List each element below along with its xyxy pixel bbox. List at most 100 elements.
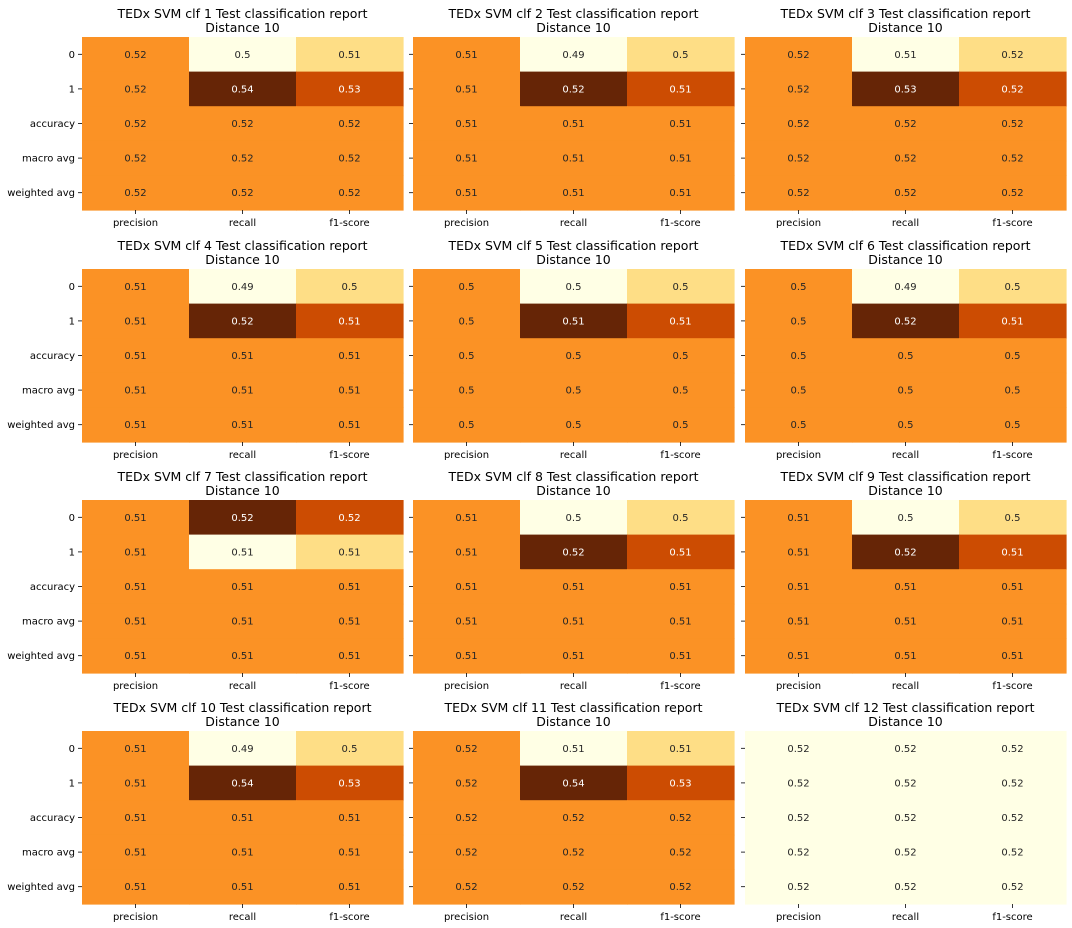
cell-value-label: 0.49 xyxy=(231,744,253,755)
cell-value-label: 0.52 xyxy=(455,848,477,859)
x-tick-label: precision xyxy=(444,450,489,461)
heatmap-cell xyxy=(959,372,1067,408)
cell-value-label: 0.52 xyxy=(338,119,360,130)
heatmap-cell xyxy=(745,638,853,674)
heatmap-cell xyxy=(296,407,404,443)
heatmap-cell xyxy=(189,338,297,374)
heatmap-cell xyxy=(296,800,404,836)
cell-value-label: 0.52 xyxy=(894,778,916,789)
cell-value-label: 0.52 xyxy=(894,547,916,558)
heatmap-cell xyxy=(520,800,628,836)
heatmap-cell xyxy=(413,638,521,674)
cell-value-label: 0.54 xyxy=(231,778,253,789)
heatmap-cell xyxy=(745,534,853,570)
heatmap-cell xyxy=(189,407,297,443)
cell-value-label: 0.52 xyxy=(562,547,584,558)
cell-value-label: 0.5 xyxy=(898,513,914,524)
heatmap-cell xyxy=(745,869,853,905)
heatmap-cell xyxy=(852,765,960,801)
cell-value-label: 0.51 xyxy=(669,547,691,558)
cell-value-label: 0.51 xyxy=(124,547,146,558)
heatmap-cell xyxy=(520,834,628,870)
x-tick-label: recall xyxy=(892,681,919,692)
heatmap-panel-3: TEDx SVM clf 3 Test classification repor… xyxy=(741,6,1067,229)
heatmap-cell xyxy=(189,731,297,767)
y-tick-label: macro avg xyxy=(22,848,75,859)
x-tick-label: f1-score xyxy=(660,218,700,229)
heatmap-cell xyxy=(627,106,735,142)
cell-value-label: 0.52 xyxy=(338,154,360,165)
cell-value-label: 0.51 xyxy=(787,617,809,628)
heatmap-cell xyxy=(296,834,404,870)
heatmap-cell xyxy=(189,569,297,605)
cell-value-label: 0.51 xyxy=(124,420,146,431)
cell-value-label: 0.51 xyxy=(124,351,146,362)
cell-value-label: 0.51 xyxy=(562,744,584,755)
cell-value-label: 0.5 xyxy=(459,351,475,362)
cell-value-label: 0.51 xyxy=(894,651,916,662)
x-tick-label: f1-score xyxy=(660,912,700,923)
heatmap-cell xyxy=(627,765,735,801)
x-tick-label: f1-score xyxy=(660,450,700,461)
cell-value-label: 0.54 xyxy=(231,84,253,95)
y-tick-label: macro avg xyxy=(22,154,75,165)
heatmap-cell xyxy=(189,534,297,570)
heatmap-cell xyxy=(627,603,735,639)
cell-value-label: 0.51 xyxy=(455,617,477,628)
heatmap-cell xyxy=(959,338,1067,374)
heatmap-cell xyxy=(520,338,628,374)
heatmap-cell xyxy=(745,338,853,374)
heatmap-cell xyxy=(627,500,735,536)
cell-value-label: 0.52 xyxy=(1001,882,1023,893)
cell-value-label: 0.5 xyxy=(459,420,475,431)
cell-value-label: 0.5 xyxy=(791,316,807,327)
x-tick-label: f1-score xyxy=(329,681,369,692)
heatmap-cell xyxy=(296,106,404,142)
heatmap-cell xyxy=(520,175,628,211)
cell-value-label: 0.51 xyxy=(562,119,584,130)
cell-value-label: 0.52 xyxy=(894,882,916,893)
heatmap-cell xyxy=(82,303,190,339)
panel-subtitle: Distance 10 xyxy=(205,20,280,35)
y-tick-label: macro avg xyxy=(22,386,75,397)
cell-value-label: 0.52 xyxy=(124,154,146,165)
panel-subtitle: Distance 10 xyxy=(868,714,943,729)
heatmap-cell xyxy=(852,71,960,107)
cell-value-label: 0.51 xyxy=(231,351,253,362)
heatmap-cell xyxy=(82,269,190,305)
x-tick-label: precision xyxy=(444,912,489,923)
heatmap-cell xyxy=(959,175,1067,211)
x-tick-label: f1-score xyxy=(992,218,1032,229)
heatmap-cell xyxy=(296,338,404,374)
heatmap-cell xyxy=(189,800,297,836)
heatmap-cell xyxy=(189,500,297,536)
panel-subtitle: Distance 10 xyxy=(536,252,611,267)
cell-value-label: 0.52 xyxy=(1001,119,1023,130)
heatmap-cell xyxy=(296,638,404,674)
heatmap-cell xyxy=(520,372,628,408)
heatmap-cell xyxy=(296,37,404,73)
heatmap-cell xyxy=(627,407,735,443)
cell-value-label: 0.51 xyxy=(894,617,916,628)
cell-value-label: 0.5 xyxy=(566,513,582,524)
cell-value-label: 0.52 xyxy=(1001,154,1023,165)
cell-value-label: 0.5 xyxy=(235,50,251,61)
heatmap-cell xyxy=(745,106,853,142)
cell-value-label: 0.52 xyxy=(1001,813,1023,824)
y-tick-label: macro avg xyxy=(22,617,75,628)
panel-subtitle: Distance 10 xyxy=(205,483,280,498)
x-tick-label: precision xyxy=(776,218,821,229)
heatmap-cell xyxy=(82,338,190,374)
heatmap-cell xyxy=(189,638,297,674)
heatmap-cell xyxy=(852,175,960,211)
panel-subtitle: Distance 10 xyxy=(868,483,943,498)
cell-value-label: 0.54 xyxy=(562,778,584,789)
heatmap-cell xyxy=(627,800,735,836)
cell-value-label: 0.52 xyxy=(787,848,809,859)
cell-value-label: 0.51 xyxy=(124,848,146,859)
heatmap-cell xyxy=(627,269,735,305)
cell-value-label: 0.52 xyxy=(1001,50,1023,61)
cell-value-label: 0.51 xyxy=(894,50,916,61)
cell-value-label: 0.51 xyxy=(124,316,146,327)
heatmap-cell xyxy=(745,269,853,305)
